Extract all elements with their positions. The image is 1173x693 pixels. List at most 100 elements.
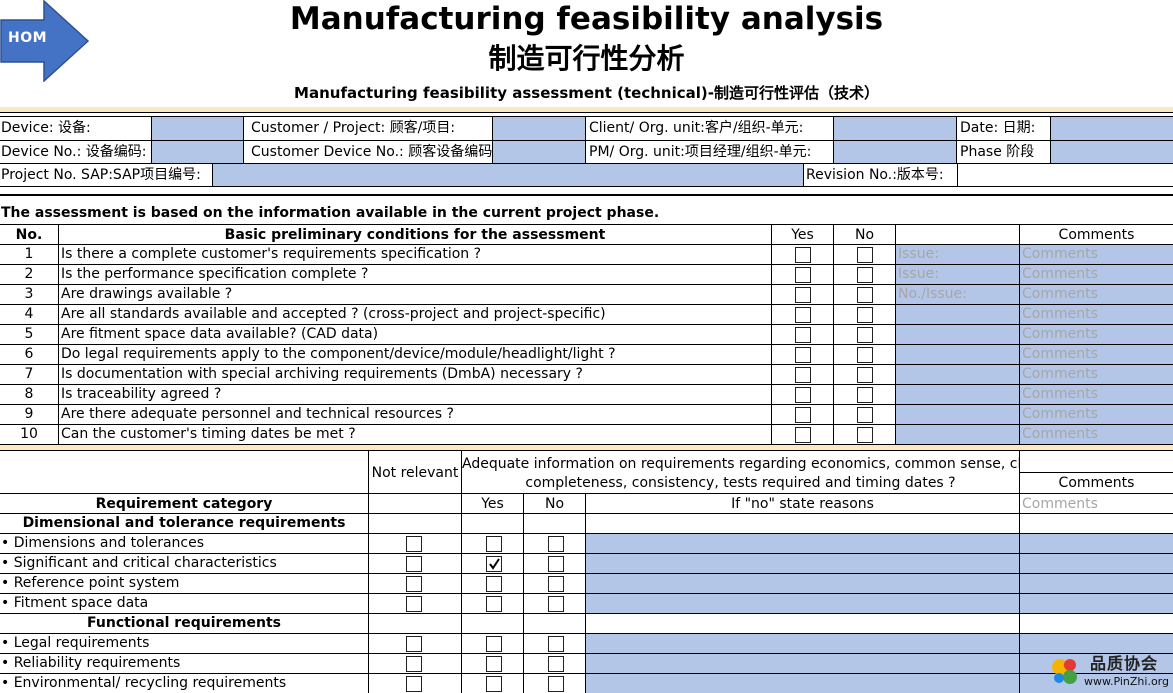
- no-checkbox[interactable]: [548, 676, 564, 692]
- project-no-field[interactable]: [213, 164, 803, 186]
- yes-checkbox[interactable]: [486, 536, 502, 552]
- revision-no-field[interactable]: [958, 164, 1173, 186]
- not-relevant-checkbox[interactable]: [406, 636, 422, 652]
- yes-checkbox[interactable]: [486, 656, 502, 672]
- comment-field[interactable]: [1020, 594, 1173, 613]
- row-divider: [0, 304, 1173, 305]
- no-checkbox[interactable]: [857, 267, 873, 283]
- comment-field[interactable]: [1020, 534, 1173, 553]
- yes-checkbox[interactable]: [795, 407, 811, 423]
- device-no-field[interactable]: [152, 141, 243, 163]
- yes-checkbox[interactable]: [486, 676, 502, 692]
- comment-field[interactable]: [1020, 554, 1173, 573]
- row-number: 3: [24, 286, 34, 302]
- comment-field[interactable]: [1020, 305, 1173, 324]
- issue-label: No./Issue:: [898, 286, 967, 302]
- reason-field[interactable]: [586, 574, 1019, 593]
- yes-checkbox[interactable]: [795, 287, 811, 303]
- customer-project-label: Customer / Project: 顾客/项目:: [251, 120, 456, 136]
- not-relevant-checkbox[interactable]: [406, 536, 422, 552]
- client-org-field[interactable]: [834, 117, 956, 140]
- customer-device-no-field[interactable]: [493, 141, 585, 163]
- pm-org-label: PM/ Org. unit:项目经理/组织-单元:: [589, 144, 812, 160]
- no-checkbox[interactable]: [857, 347, 873, 363]
- comment-field[interactable]: [1020, 285, 1173, 304]
- comment-field[interactable]: [1020, 265, 1173, 284]
- reason-field[interactable]: [586, 594, 1019, 613]
- reason-field[interactable]: [586, 654, 1019, 673]
- comment-field[interactable]: [1020, 325, 1173, 344]
- no-checkbox[interactable]: [857, 247, 873, 263]
- condition-text: Are fitment space data available? (CAD d…: [61, 326, 379, 342]
- issue-field[interactable]: [896, 385, 1019, 404]
- comment-field[interactable]: [1020, 385, 1173, 404]
- comment-field[interactable]: [1020, 425, 1173, 444]
- no-checkbox[interactable]: [548, 536, 564, 552]
- date-field[interactable]: [1051, 117, 1173, 140]
- not-relevant-checkbox[interactable]: [406, 596, 422, 612]
- yes-checkbox[interactable]: [795, 347, 811, 363]
- yes-checkbox[interactable]: [486, 556, 502, 572]
- no-checkbox[interactable]: [857, 407, 873, 423]
- reason-field[interactable]: [586, 674, 1019, 693]
- yes-checkbox[interactable]: [486, 596, 502, 612]
- comment-field[interactable]: [1020, 245, 1173, 264]
- not-relevant-checkbox[interactable]: [406, 576, 422, 592]
- no-checkbox[interactable]: [857, 387, 873, 403]
- issue-field[interactable]: [896, 305, 1019, 324]
- no-checkbox[interactable]: [548, 556, 564, 572]
- comment-placeholder: Comments: [1022, 326, 1098, 342]
- no-checkbox[interactable]: [548, 596, 564, 612]
- row-divider: [0, 424, 1173, 425]
- yes-checkbox[interactable]: [795, 387, 811, 403]
- comment-field[interactable]: [1020, 345, 1173, 364]
- issue-field[interactable]: [896, 405, 1019, 424]
- issue-field[interactable]: [896, 425, 1019, 444]
- yes-checkbox[interactable]: [795, 367, 811, 383]
- no-checkbox[interactable]: [857, 367, 873, 383]
- pm-org-field[interactable]: [834, 141, 956, 163]
- yes-checkbox[interactable]: [795, 247, 811, 263]
- not-relevant-checkbox[interactable]: [406, 556, 422, 572]
- condition-text: Are drawings available ?: [61, 286, 233, 302]
- yes-checkbox[interactable]: [795, 427, 811, 443]
- yes-checkbox[interactable]: [486, 576, 502, 592]
- no-checkbox[interactable]: [548, 636, 564, 652]
- watermark-name: 品质协会: [1090, 654, 1159, 673]
- issue-field[interactable]: [896, 265, 1019, 284]
- no-checkbox[interactable]: [548, 576, 564, 592]
- phase-field[interactable]: [1051, 141, 1173, 163]
- reason-field[interactable]: [586, 554, 1019, 573]
- not-relevant-checkbox[interactable]: [406, 676, 422, 692]
- customer-project-field[interactable]: [493, 117, 585, 140]
- yes-checkbox[interactable]: [795, 267, 811, 283]
- comment-placeholder: Comments: [1022, 426, 1098, 442]
- reason-field[interactable]: [586, 634, 1019, 653]
- no-checkbox[interactable]: [857, 307, 873, 323]
- issue-field[interactable]: [896, 285, 1019, 304]
- issue-field[interactable]: [896, 325, 1019, 344]
- issue-field[interactable]: [896, 245, 1019, 264]
- not-relevant-checkbox[interactable]: [406, 656, 422, 672]
- reason-field[interactable]: [586, 534, 1019, 553]
- comment-field[interactable]: [1020, 634, 1173, 653]
- issue-label: Issue:: [898, 246, 939, 262]
- comment-field[interactable]: [1020, 405, 1173, 424]
- req-comments-placeholder[interactable]: Comments: [1022, 496, 1098, 512]
- home-arrow-icon: [0, 0, 90, 83]
- comment-field[interactable]: [1020, 365, 1173, 384]
- yes-checkbox[interactable]: [795, 307, 811, 323]
- no-checkbox[interactable]: [548, 656, 564, 672]
- issue-field[interactable]: [896, 345, 1019, 364]
- row-divider: [0, 593, 1173, 594]
- comment-field[interactable]: [1020, 574, 1173, 593]
- no-checkbox[interactable]: [857, 287, 873, 303]
- no-checkbox[interactable]: [857, 327, 873, 343]
- issue-field[interactable]: [896, 365, 1019, 384]
- yes-checkbox[interactable]: [486, 636, 502, 652]
- no-checkbox[interactable]: [857, 427, 873, 443]
- comment-placeholder: Comments: [1022, 346, 1098, 362]
- home-arrow-button[interactable]: [0, 0, 90, 83]
- device-field[interactable]: [152, 117, 243, 140]
- yes-checkbox[interactable]: [795, 327, 811, 343]
